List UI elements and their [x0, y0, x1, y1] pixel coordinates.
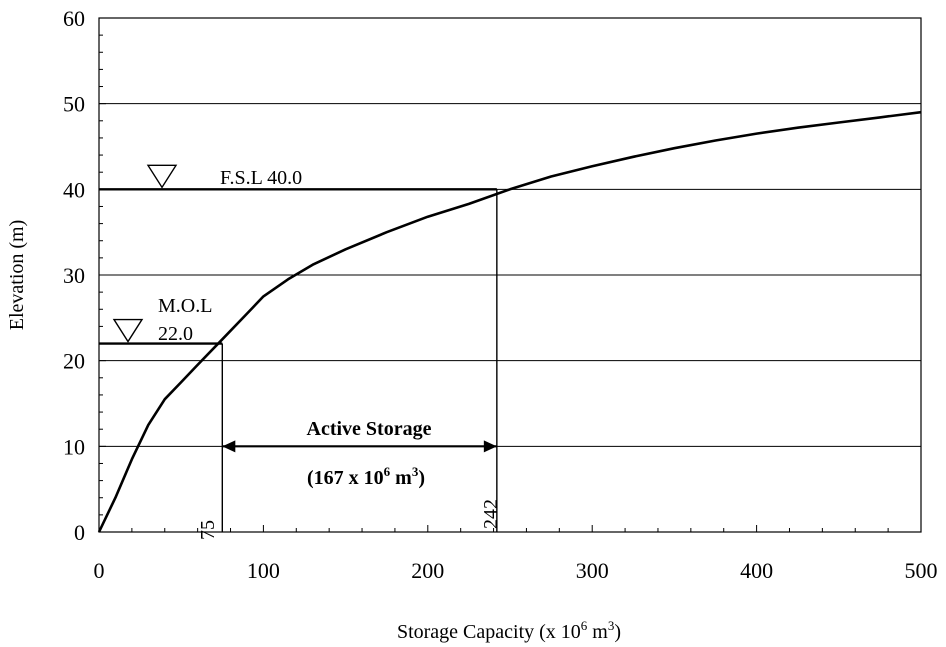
y-tick-label: 30 — [63, 263, 85, 288]
x-tick-label: 100 — [247, 558, 280, 583]
mol-label-line1: M.O.L — [158, 295, 212, 317]
active-storage-value: (167 x 106 m3) — [307, 464, 425, 489]
y-tick-label: 50 — [63, 92, 85, 117]
y-tick-label: 40 — [63, 177, 85, 202]
y-tick-label: 0 — [74, 520, 85, 545]
active-storage-from-label: 75 — [197, 520, 219, 540]
fsl-label: F.S.L 40.0 — [220, 167, 302, 189]
annotations — [99, 164, 498, 532]
x-tick-label: 0 — [94, 558, 105, 583]
y-tick-label: 20 — [63, 349, 85, 374]
x-axis-title: Storage Capacity (x 106 m3) — [397, 618, 621, 643]
mol-water-level-symbol — [112, 318, 144, 343]
active-storage-to-label: 242 — [480, 499, 502, 529]
x-tick-label: 400 — [740, 558, 773, 583]
x-tick-labels: 0 100 200 300 400 500 — [94, 558, 938, 583]
x-tick-label: 500 — [905, 558, 938, 583]
y-tick-labels: 0 10 20 30 40 50 60 — [63, 6, 85, 545]
mol-label-line2: 22.0 — [158, 323, 193, 345]
y-axis-title: Elevation (m) — [6, 220, 28, 331]
y-tick-label: 60 — [63, 6, 85, 31]
y-tick-label: 10 — [63, 434, 85, 459]
capacity-curve — [97, 110, 922, 533]
active-storage-title: Active Storage — [307, 418, 432, 440]
series-group — [97, 110, 922, 533]
active-storage-arrowhead-right — [483, 440, 497, 453]
x-tick-label: 300 — [576, 558, 609, 583]
fsl-water-level-symbol — [146, 164, 178, 189]
x-tick-label: 200 — [411, 558, 444, 583]
active-storage-arrowhead-left — [222, 440, 236, 453]
plot-frame — [98, 17, 922, 533]
